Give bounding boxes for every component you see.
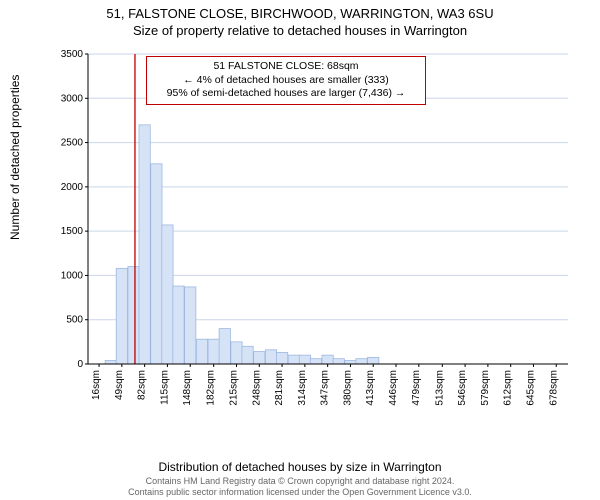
svg-text:513sqm: 513sqm bbox=[434, 370, 445, 406]
annotation-line2: ← 4% of detached houses are smaller (333… bbox=[153, 74, 419, 88]
page-title-line2: Size of property relative to detached ho… bbox=[0, 23, 600, 38]
annotation-line1: 51 FALSTONE CLOSE: 68sqm bbox=[153, 60, 419, 74]
svg-text:2500: 2500 bbox=[61, 138, 84, 149]
svg-text:16sqm: 16sqm bbox=[91, 370, 102, 400]
footer: Contains HM Land Registry data © Crown c… bbox=[0, 476, 600, 498]
chart-container: 51, FALSTONE CLOSE, BIRCHWOOD, WARRINGTO… bbox=[0, 0, 600, 500]
svg-text:148sqm: 148sqm bbox=[182, 370, 193, 406]
svg-text:49sqm: 49sqm bbox=[114, 370, 125, 400]
svg-text:3500: 3500 bbox=[61, 49, 84, 60]
svg-text:579sqm: 579sqm bbox=[480, 370, 491, 406]
title-block: 51, FALSTONE CLOSE, BIRCHWOOD, WARRINGTO… bbox=[0, 0, 600, 38]
svg-text:500: 500 bbox=[66, 315, 83, 326]
svg-text:281sqm: 281sqm bbox=[274, 370, 285, 406]
svg-text:215sqm: 215sqm bbox=[228, 370, 239, 406]
chart-svg: 0 500 1000 1500 2000 2500 3000 3500 16sqm 49sqm 82… bbox=[60, 48, 580, 428]
svg-text:2000: 2000 bbox=[61, 182, 84, 193]
footer-line2: Contains public sector information licen… bbox=[0, 487, 600, 498]
svg-text:115sqm: 115sqm bbox=[159, 370, 170, 405]
svg-text:314sqm: 314sqm bbox=[297, 370, 308, 406]
chart-area: 0 500 1000 1500 2000 2500 3000 3500 16sqm 49sqm 82… bbox=[60, 48, 580, 428]
svg-text:380sqm: 380sqm bbox=[342, 370, 353, 406]
page-title-line1: 51, FALSTONE CLOSE, BIRCHWOOD, WARRINGTO… bbox=[0, 6, 600, 21]
svg-text:446sqm: 446sqm bbox=[388, 370, 399, 406]
svg-text:0: 0 bbox=[77, 359, 83, 370]
svg-text:82sqm: 82sqm bbox=[137, 370, 148, 400]
y-axis-label: Number of detached properties bbox=[8, 75, 22, 240]
svg-text:645sqm: 645sqm bbox=[525, 370, 536, 406]
annotation-line3: 95% of semi-detached houses are larger (… bbox=[153, 87, 419, 101]
svg-text:612sqm: 612sqm bbox=[503, 370, 514, 406]
svg-text:347sqm: 347sqm bbox=[320, 370, 331, 406]
annotation-box: 51 FALSTONE CLOSE: 68sqm ← 4% of detache… bbox=[146, 56, 426, 105]
svg-text:678sqm: 678sqm bbox=[548, 370, 559, 406]
svg-text:479sqm: 479sqm bbox=[411, 370, 422, 406]
svg-text:182sqm: 182sqm bbox=[206, 370, 217, 406]
x-axis-label: Distribution of detached houses by size … bbox=[0, 460, 600, 474]
svg-text:413sqm: 413sqm bbox=[365, 370, 376, 406]
svg-text:1000: 1000 bbox=[61, 270, 84, 281]
svg-text:3000: 3000 bbox=[61, 93, 84, 104]
svg-text:248sqm: 248sqm bbox=[251, 370, 262, 406]
svg-text:1500: 1500 bbox=[61, 226, 84, 237]
footer-line1: Contains HM Land Registry data © Crown c… bbox=[0, 476, 600, 487]
svg-text:546sqm: 546sqm bbox=[457, 370, 468, 406]
